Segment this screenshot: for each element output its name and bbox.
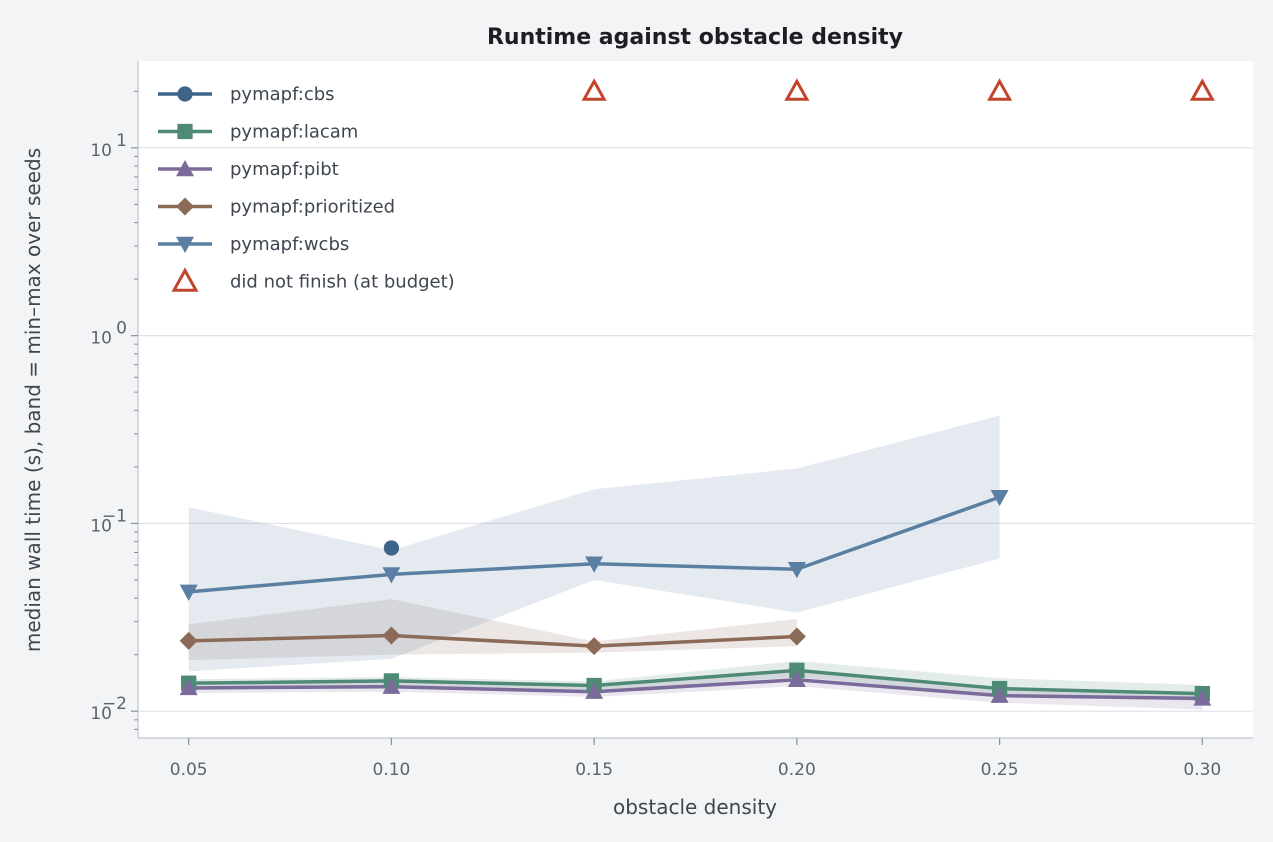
x-tick-label: 0.25	[981, 760, 1019, 780]
legend-marker-dnf	[171, 267, 199, 292]
line-pymapf-prioritized	[188, 633, 797, 648]
grid	[138, 147, 1253, 712]
y-tick-exponent: −2	[102, 694, 127, 714]
point-pymapf-prioritized	[787, 627, 806, 646]
legend-marker-pymapf-lacam	[177, 123, 193, 140]
legend-label: pymapf:cbs	[230, 84, 335, 105]
axes	[137, 61, 1253, 739]
y-tick-label: 10	[90, 141, 112, 161]
chart-title: Runtime against obstacle density	[487, 25, 903, 50]
point-pymapf-pibt	[179, 678, 198, 696]
dnf-marker	[581, 78, 607, 101]
legend-label: pymapf:wcbs	[230, 234, 349, 255]
legend: pymapf:cbs pymapf:lacam pymapf:pibt pymapf:…	[158, 84, 455, 293]
point-pymapf-wcbs	[179, 584, 198, 601]
point-pymapf-prioritized	[179, 631, 198, 650]
band-pymapf-pibt	[188, 671, 1203, 710]
point-pymapf-pibt	[1193, 689, 1212, 706]
legend-label: pymapf:pibt	[230, 159, 339, 180]
x-axis-ticks: 0.05 0.10 0.15 0.20 0.25 0.30	[170, 738, 1221, 780]
dnf-marker	[784, 78, 810, 101]
y-tick-label: 10	[90, 704, 112, 724]
point-pymapf-pibt	[990, 686, 1009, 703]
point-pymapf-wcbs	[787, 562, 806, 579]
point-pymapf-pibt	[382, 677, 401, 694]
point-pymapf-prioritized	[382, 626, 401, 645]
y-tick-exponent: 0	[116, 319, 127, 339]
point-pymapf-pibt	[585, 682, 604, 699]
legend-marker-pymapf-wcbs	[176, 236, 194, 253]
legend-marker-pymapf-prioritized	[176, 197, 194, 216]
dnf-marker	[987, 78, 1013, 101]
x-tick-label: 0.15	[575, 760, 613, 780]
legend-label: pymapf:lacam	[230, 122, 358, 143]
band-pymapf-lacam	[188, 661, 1203, 702]
y-tick-exponent: −1	[102, 506, 127, 526]
dnf-marker	[1189, 78, 1215, 101]
point-pymapf-cbs	[383, 540, 400, 556]
line-pymapf-lacam	[188, 668, 1203, 696]
x-tick-label: 0.30	[1183, 760, 1221, 780]
y-axis-label: median wall time (s), band = min–max ove…	[21, 148, 45, 652]
point-pymapf-wcbs	[990, 489, 1009, 507]
y-tick-label: 10	[90, 329, 112, 349]
legend-label: pymapf:prioritized	[230, 197, 395, 218]
legend-marker-pymapf-pibt	[176, 160, 194, 177]
point-pymapf-lacam	[789, 662, 805, 679]
series-markers	[179, 489, 1212, 706]
point-pymapf-pibt	[787, 670, 806, 687]
x-tick-label: 0.10	[372, 760, 410, 780]
line-pymapf-pibt	[188, 678, 1203, 701]
plot-area	[138, 61, 1253, 738]
point-pymapf-wcbs	[382, 567, 401, 584]
point-pymapf-wcbs	[585, 556, 604, 573]
x-axis-label: obstacle density	[613, 795, 777, 819]
dnf-markers	[581, 78, 1215, 101]
point-pymapf-prioritized	[585, 637, 604, 656]
legend-marker-pymapf-cbs	[177, 86, 193, 102]
y-tick-exponent: 1	[116, 131, 127, 151]
x-tick-label: 0.05	[170, 760, 208, 780]
x-tick-label: 0.20	[778, 760, 816, 780]
y-tick-label: 10	[90, 516, 112, 536]
band-pymapf-wcbs	[188, 415, 1000, 672]
legend-label: did not finish (at budget)	[230, 272, 455, 293]
